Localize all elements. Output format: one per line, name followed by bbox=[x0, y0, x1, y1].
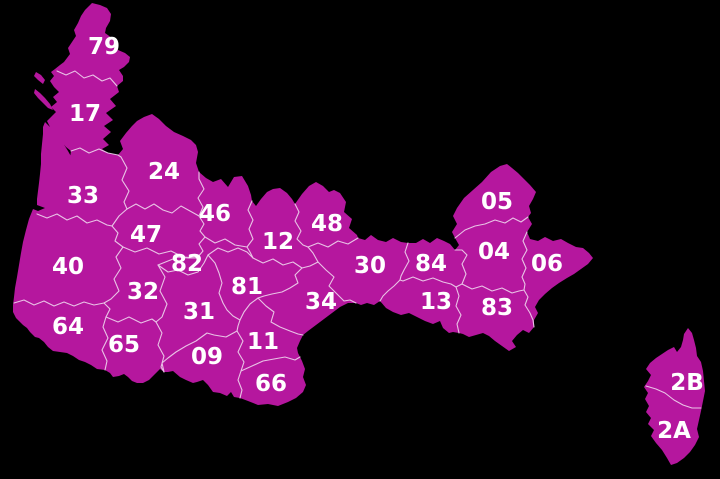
region-ile-d-oleron[interactable] bbox=[34, 89, 53, 110]
region-corsica[interactable] bbox=[644, 328, 705, 465]
department-label-04[interactable]: 04 bbox=[478, 239, 510, 265]
department-label-2B[interactable]: 2B bbox=[670, 370, 704, 396]
department-label-34[interactable]: 34 bbox=[305, 289, 337, 315]
department-label-09[interactable]: 09 bbox=[191, 344, 223, 370]
department-label-66[interactable]: 66 bbox=[255, 371, 287, 397]
department-label-24[interactable]: 24 bbox=[148, 159, 180, 185]
department-label-47[interactable]: 47 bbox=[130, 222, 162, 248]
department-label-84[interactable]: 84 bbox=[415, 251, 447, 277]
department-label-12[interactable]: 12 bbox=[262, 229, 294, 255]
department-labels: 79 17 33 24 46 47 40 82 12 48 30 84 05 04 06 13 83 32 31 81… bbox=[52, 34, 704, 444]
land-regions bbox=[13, 3, 705, 465]
region-ile-de-re[interactable] bbox=[34, 72, 45, 84]
region-mainland[interactable] bbox=[13, 3, 593, 406]
department-label-06[interactable]: 06 bbox=[531, 251, 563, 277]
department-label-46[interactable]: 46 bbox=[199, 201, 231, 227]
department-label-13[interactable]: 13 bbox=[420, 289, 452, 315]
department-label-82[interactable]: 82 bbox=[171, 251, 203, 277]
department-label-17[interactable]: 17 bbox=[69, 101, 101, 127]
department-label-48[interactable]: 48 bbox=[311, 211, 343, 237]
department-label-83[interactable]: 83 bbox=[481, 295, 513, 321]
department-borders bbox=[13, 70, 702, 409]
department-label-30[interactable]: 30 bbox=[354, 253, 386, 279]
department-label-81[interactable]: 81 bbox=[231, 274, 263, 300]
department-label-65[interactable]: 65 bbox=[108, 332, 140, 358]
department-label-40[interactable]: 40 bbox=[52, 254, 84, 280]
department-label-64[interactable]: 64 bbox=[52, 314, 84, 340]
department-label-11[interactable]: 11 bbox=[247, 329, 279, 355]
department-label-32[interactable]: 32 bbox=[127, 279, 159, 305]
department-label-31[interactable]: 31 bbox=[183, 299, 215, 325]
department-label-79[interactable]: 79 bbox=[88, 34, 120, 60]
department-label-05[interactable]: 05 bbox=[481, 189, 513, 215]
department-label-2A[interactable]: 2A bbox=[657, 418, 691, 444]
department-label-33[interactable]: 33 bbox=[67, 183, 99, 209]
